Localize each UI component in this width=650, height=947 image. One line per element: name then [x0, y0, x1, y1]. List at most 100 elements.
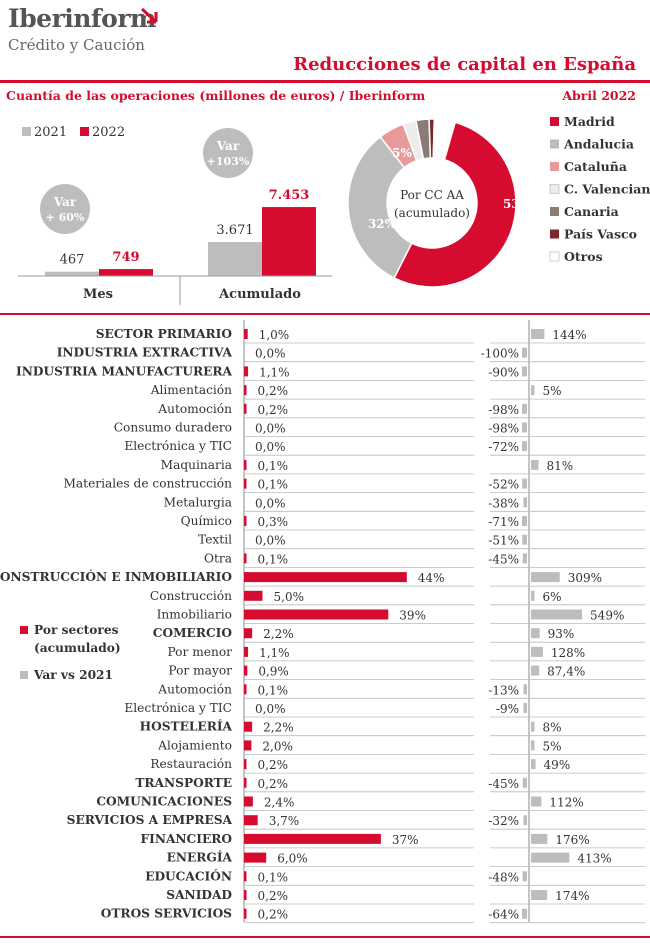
share-label: 0,0%	[255, 440, 286, 454]
share-bar	[244, 796, 253, 807]
legend-label-sectors: Por sectores	[34, 623, 119, 637]
share-bar	[244, 516, 247, 526]
variation-label: 81%	[547, 459, 574, 473]
variation-bar	[522, 908, 527, 919]
share-label: 0,3%	[258, 515, 289, 529]
variation-bubble-line2: +103%	[207, 155, 250, 168]
variation-label: 174%	[555, 889, 589, 903]
variation-label: -38%	[488, 496, 519, 510]
sector-label: HOSTELERÍA	[140, 719, 233, 734]
sector-label: EDUCACIÓN	[145, 867, 232, 883]
share-bar	[244, 908, 247, 919]
variation-bar	[531, 572, 560, 583]
share-label: 0,2%	[258, 384, 289, 398]
sector-label: Materiales de construcción	[63, 477, 232, 491]
share-label: 0,0%	[255, 534, 286, 548]
share-label: 0,0%	[255, 347, 286, 361]
share-bar	[244, 684, 247, 695]
variation-bar	[531, 721, 535, 732]
bar-Acumulado-2022	[262, 207, 316, 276]
variation-label: -9%	[496, 702, 519, 716]
bar-Mes-2021	[45, 271, 99, 276]
share-label: 1,1%	[259, 365, 290, 379]
sector-label: Alimentación	[150, 383, 232, 397]
bar-label-Mes-2022: 749	[112, 250, 139, 265]
share-label: 0,1%	[258, 683, 289, 697]
variation-bar	[522, 871, 527, 882]
variation-bar	[531, 459, 539, 470]
variation-label: 8%	[543, 721, 562, 735]
variation-label: 128%	[551, 646, 585, 660]
sector-bar-chart: SECTOR PRIMARIO 1,0% 144% INDUSTRIA EXTRACT…	[0, 320, 645, 924]
share-bar	[244, 759, 247, 770]
share-label: 0,2%	[258, 403, 289, 417]
share-label: 3,7%	[269, 814, 300, 828]
variation-label: 112%	[549, 796, 583, 810]
variation-label: 549%	[590, 609, 624, 623]
region-pie-chart: 53% 32% 5% Por CC AA (acumulado) Madrid Andalu…	[347, 114, 650, 288]
legend-label-Cataluña: Cataluña	[564, 159, 627, 174]
share-bar	[244, 609, 389, 620]
variation-bar	[531, 759, 536, 770]
share-bar	[244, 385, 247, 396]
pie-slice-Otros	[432, 118, 457, 161]
variation-bar	[531, 796, 542, 807]
variation-bar	[522, 441, 527, 452]
sector-label: Inmobiliario	[157, 608, 232, 622]
category-label-Acumulado: Acumulado	[218, 287, 301, 302]
share-label: 0,0%	[255, 422, 286, 436]
share-label: 1,1%	[259, 646, 290, 660]
variation-label: 49%	[544, 758, 571, 772]
bar-Acumulado-2021	[208, 242, 262, 276]
share-label: 37%	[392, 833, 419, 847]
variation-label: 5%	[543, 739, 562, 753]
share-label: 0,1%	[258, 459, 289, 473]
legend-label-Canaria: Canaria	[564, 204, 619, 219]
share-label: 44%	[418, 571, 445, 585]
variation-bar	[523, 815, 527, 826]
share-label: 1,0%	[259, 328, 290, 342]
variation-label: 5%	[543, 384, 562, 398]
share-bar	[244, 833, 381, 844]
share-bar	[244, 572, 407, 583]
variation-bubble-line2: + 60%	[46, 211, 85, 224]
section-divider	[0, 313, 650, 315]
share-label: 0,1%	[258, 478, 289, 492]
sector-label: Restauración	[150, 757, 232, 771]
sector-label: SERVICIOS A EMPRESA	[67, 813, 233, 827]
variation-bar	[522, 534, 527, 545]
variation-bar	[522, 516, 527, 526]
variation-bubble-Mes	[40, 184, 90, 234]
logo-swoosh-icon	[140, 7, 158, 24]
pie-label-Cataluña: 5%	[392, 146, 412, 160]
legend-swatch-Otros	[549, 251, 560, 262]
variation-bar	[522, 553, 527, 564]
share-label: 2,2%	[263, 627, 294, 641]
variation-bar	[531, 665, 540, 676]
share-label: 6,0%	[277, 852, 308, 866]
share-bar	[244, 871, 247, 882]
sector-label: COMUNICACIONES	[96, 795, 232, 809]
variation-bar	[523, 684, 527, 695]
share-label: 0,0%	[255, 702, 286, 716]
sector-label: Electrónica y TIC	[124, 439, 232, 453]
legend-label-sectors-2: (acumulado)	[34, 641, 121, 655]
variation-bar	[531, 329, 545, 339]
variation-label: -13%	[488, 683, 519, 697]
share-bar	[244, 403, 247, 414]
bar-label-Acumulado-2022: 7.453	[269, 188, 310, 203]
share-bar	[244, 329, 248, 339]
variation-bar	[531, 385, 535, 396]
sector-label: Metalurgia	[164, 495, 232, 509]
share-bar	[244, 366, 249, 377]
variation-bar	[531, 590, 535, 601]
variation-label: -90%	[488, 365, 519, 379]
brand-logo: Iberinform	[8, 4, 156, 33]
bar-label-Mes-2021: 467	[60, 253, 85, 268]
sector-label: Por menor	[167, 645, 232, 659]
pie-center-label-2: (acumulado)	[394, 206, 470, 220]
legend-swatch-C. Valenciana	[549, 184, 560, 194]
variation-bar	[522, 347, 527, 358]
bar-label-Acumulado-2021: 3.671	[216, 223, 253, 238]
share-bar	[244, 852, 267, 863]
